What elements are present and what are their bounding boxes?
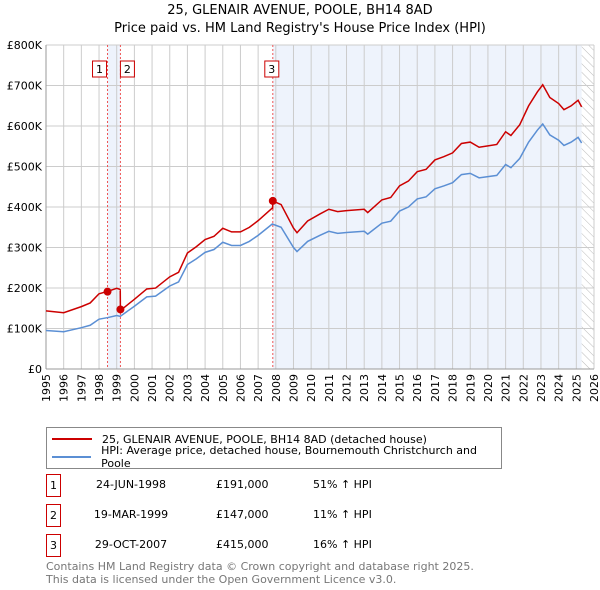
x-tick-label: 2014 [376, 374, 389, 402]
x-tick-label: 2000 [128, 374, 141, 402]
sale-row: 1 24-JUN-1998 £191,000 51% ↑ HPI [46, 474, 546, 497]
x-tick-label: 2010 [305, 374, 318, 402]
sale-badge: 1 [46, 474, 61, 497]
x-tick-label: 1999 [111, 374, 124, 402]
legend-label: 25, GLENAIR AVENUE, POOLE, BH14 8AD (det… [102, 432, 427, 446]
sale-point [116, 305, 125, 314]
sale-hpi-diff: 16% ↑ HPI [313, 538, 372, 551]
chart-subtitle: Price paid vs. HM Land Registry's House … [114, 21, 486, 36]
x-tick-label: 2003 [181, 374, 194, 402]
x-tick-label: 2018 [447, 374, 460, 402]
x-tick-label: 2020 [482, 374, 495, 402]
sale-label: 3 [268, 63, 275, 76]
y-tick-label: £400K [7, 201, 43, 214]
legend-swatch [52, 438, 92, 440]
y-tick-label: £0 [28, 363, 42, 376]
x-tick-label: 2005 [217, 374, 230, 402]
sale-date: 24-JUN-1998 [95, 478, 167, 491]
price-chart: 1995 1996 1997 1998 1999 2000 2001 2002 2003 2004… [7, 39, 600, 402]
y-tick-label: £600K [7, 120, 43, 133]
sale-date: 29-OCT-2007 [94, 538, 168, 551]
sale-badge: 2 [46, 504, 61, 527]
sale-price: £147,000 [216, 508, 269, 521]
x-tick-label: 2001 [146, 374, 159, 402]
sale-label-box [119, 60, 135, 78]
sale-hpi-diff: 11% ↑ HPI [313, 508, 372, 521]
footer: Contains HM Land Registry data © Crown c… [46, 560, 474, 586]
sale-row: 2 19-MAR-1999 £147,000 11% ↑ HPI [46, 504, 546, 527]
x-tick-label: 2012 [341, 374, 354, 402]
x-tick-label: 2016 [411, 374, 424, 402]
x-tick-label: 2006 [234, 374, 247, 402]
x-tick-label: 2008 [270, 374, 283, 402]
x-tick-label: 2024 [553, 374, 566, 402]
y-tick-label: £300K [7, 242, 43, 255]
y-tick-label: £700K [7, 80, 43, 93]
sale-price: £191,000 [216, 478, 269, 491]
hpi-line [45, 122, 583, 333]
sale-label-box [92, 60, 108, 78]
x-tick-label: 1997 [75, 374, 88, 402]
legend: 25, GLENAIR AVENUE, POOLE, BH14 8AD (det… [46, 427, 502, 470]
x-tick-label: 2019 [464, 374, 477, 402]
x-tick-label: 1998 [93, 374, 106, 402]
x-tick-label: 1996 [58, 374, 71, 402]
sale-point [103, 287, 112, 296]
y-tick-label: £500K [7, 161, 43, 174]
x-tick-label: 2023 [535, 374, 548, 402]
x-tick-label: 2025 [570, 374, 583, 402]
x-tick-label: 2026 [588, 374, 600, 402]
x-tick-label: 2022 [517, 374, 530, 402]
legend-label: HPI: Average price, detached house, Bour… [101, 444, 478, 470]
x-tick-label: 2009 [287, 374, 300, 402]
y-tick-label: £200K [7, 282, 43, 295]
x-tick-label: 2004 [199, 374, 212, 402]
x-tick-label: 2021 [500, 374, 513, 402]
x-tick-label: 2007 [252, 374, 265, 402]
legend-item-hpi: HPI: Average price, detached house, Bour… [52, 444, 501, 470]
sale-hpi-diff: 51% ↑ HPI [313, 478, 372, 491]
sale-badge: 3 [46, 534, 61, 557]
x-tick-label: 1995 [40, 374, 53, 402]
y-tick-label: £100K [7, 323, 43, 336]
sale-label-box [264, 60, 280, 78]
sale-row: 3 29-OCT-2007 £415,000 16% ↑ HPI [46, 534, 546, 557]
sale-point [268, 196, 277, 205]
x-tick-label: 2017 [429, 374, 442, 402]
sale-price: £415,000 [216, 538, 269, 551]
property-line [45, 83, 583, 314]
x-tick-label: 2015 [394, 374, 407, 402]
sale-label: 2 [124, 63, 131, 76]
x-tick-label: 2011 [323, 374, 336, 402]
sale-label: 1 [96, 63, 103, 76]
legend-swatch [52, 456, 92, 458]
x-tick-label: 2013 [358, 374, 371, 402]
y-tick-label: £800K [7, 39, 43, 52]
chart-title: 25, GLENAIR AVENUE, POOLE, BH14 8AD [167, 3, 433, 18]
footer-line: This data is licensed under the Open Gov… [46, 573, 397, 586]
footer-line: Contains HM Land Registry data © Crown c… [46, 560, 474, 573]
legend-item-property: 25, GLENAIR AVENUE, POOLE, BH14 8AD (det… [52, 431, 427, 447]
sale-date: 19-MAR-1999 [93, 508, 169, 521]
x-tick-label: 2002 [164, 374, 177, 402]
